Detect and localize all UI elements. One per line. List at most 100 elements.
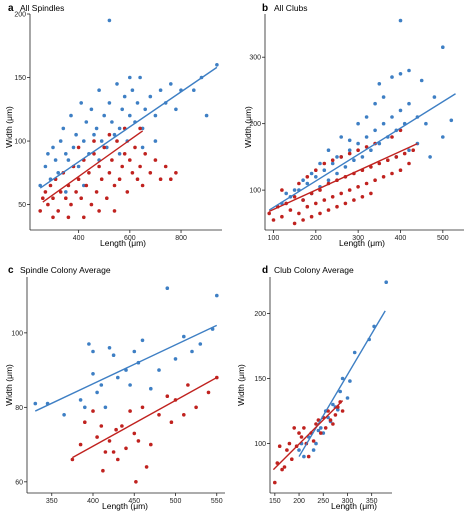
panel-a-red-point — [138, 126, 142, 131]
panel-d-red-point — [306, 454, 311, 459]
panel-c-blue-point — [173, 357, 178, 361]
panel-a-blue-point — [192, 88, 196, 92]
panel-b-red-point — [364, 181, 369, 186]
panel-c-y-tick-label: 80 — [15, 405, 23, 412]
panel-b-blue-point — [419, 78, 424, 83]
panel-d-red-fit-line — [272, 400, 344, 471]
panel-a-xlabel: Length (μm) — [100, 238, 146, 248]
panel-b-red-point — [330, 195, 335, 199]
panel-c-x-tick-label: 550 — [211, 498, 223, 505]
panel-b-blue-point — [373, 101, 377, 106]
panel-d-red-point — [297, 431, 301, 435]
panel-a-blue-point — [61, 126, 66, 131]
panel-a-blue-point — [53, 158, 58, 162]
panel-d-red-point — [302, 426, 306, 430]
panel-a-blue-point — [38, 183, 42, 188]
panel-a-red-point — [174, 171, 178, 175]
panel-c-blue-fit-line — [34, 324, 218, 412]
panel-b-blue-point — [398, 72, 403, 76]
panel-c-red-fit-line — [72, 376, 218, 459]
panel-d-red-point — [287, 441, 292, 446]
panel-c-red-point — [132, 431, 137, 436]
panel-a-red-point — [97, 164, 101, 169]
panel-b-red-point — [280, 188, 284, 192]
panel-a-blue-point — [130, 88, 135, 92]
panel-a-blue-point — [92, 132, 96, 137]
panel-d-title: Club Colony Average — [274, 265, 354, 275]
panel-a-red-point — [115, 139, 119, 143]
panel-b-blue-point — [347, 138, 352, 143]
panel-a-red-point — [107, 171, 112, 175]
panel-d-blue-point — [348, 379, 352, 383]
panel-b-blue-point — [398, 108, 403, 113]
panel-b-red-point — [390, 171, 394, 176]
panel-d-blue-fit-line — [298, 310, 386, 457]
panel-c-blue-point — [78, 398, 83, 402]
panel-b-red-point — [352, 198, 356, 202]
panel-d-x-tick-label: 300 — [342, 498, 354, 505]
panel-a-red-point — [153, 158, 158, 162]
panel-a-red-point — [51, 196, 55, 200]
panel-b-red-point — [322, 198, 327, 202]
panel-a-x-tick-label: 800 — [175, 235, 187, 242]
panel-c-blue-point — [62, 413, 66, 417]
panel-a-red-point — [99, 177, 104, 181]
panel-a-blue-point — [97, 88, 101, 92]
panel-b-red-point — [309, 214, 314, 219]
panel-c-red-point — [140, 405, 145, 410]
panel-d-red-point — [280, 467, 284, 472]
panel-b-blue-point — [326, 148, 331, 152]
panel-a-red-point — [125, 190, 130, 194]
panel-b-red-point — [280, 214, 284, 219]
panel-d-red-point — [331, 422, 335, 426]
panel-d-x-tick-label: 200 — [293, 498, 305, 505]
panel-a-red-point — [130, 171, 135, 175]
panel-a-red-point — [43, 190, 48, 194]
panel-d-blue-point — [319, 426, 323, 430]
panel-b-blue-point — [309, 171, 314, 176]
panel-a-blue-point — [102, 113, 106, 118]
panel-d-red-point — [290, 457, 294, 462]
panel-d-blue-point — [336, 407, 340, 412]
panel-b-red-point — [347, 151, 352, 156]
panel-a-blue-point — [128, 113, 132, 118]
panel-a-red-point — [58, 190, 63, 194]
panel-b-blue-point — [441, 135, 445, 139]
panel-a-x-tick-label: 600 — [124, 235, 136, 242]
panel-b-blue-point — [390, 75, 394, 79]
panel-a-red-point — [51, 215, 55, 220]
panel-b-y-tick-label: 200 — [249, 121, 261, 128]
panel-a-red-point — [92, 152, 96, 156]
panel-d-ylabel: Width (μm) — [236, 364, 246, 406]
panel-a-red-point — [64, 196, 68, 200]
panel-d-red-point — [340, 409, 345, 413]
panel-d-red-point — [314, 422, 318, 426]
panel-a-ylabel: Width (μm) — [4, 106, 14, 148]
panel-b-red-point — [390, 135, 394, 139]
panel-b-red-point — [373, 178, 377, 182]
panel-b-title: All Clubs — [274, 3, 308, 13]
panel-a-red-point — [97, 209, 101, 213]
panel-a-blue-point — [115, 82, 119, 86]
panel-b-blue-point — [347, 148, 352, 152]
panel-b-blue-point — [339, 135, 344, 139]
panel-b-blue-point — [292, 188, 297, 192]
panel-b-blue-point — [360, 155, 365, 159]
panel-a-blue-point — [117, 152, 122, 156]
panel-a-red-point — [112, 209, 117, 213]
panel-c-blue-point — [128, 383, 132, 387]
panel-a-blue-point — [153, 139, 158, 143]
panel-b-blue-point — [381, 121, 386, 126]
panel-b-red-point — [398, 168, 403, 172]
panel-c-red-point — [124, 446, 128, 451]
panel-d-x-tick-label: 250 — [317, 498, 329, 505]
panel-a-blue-point — [204, 113, 209, 118]
panel-a-red-point — [38, 209, 42, 213]
panel-a-blue-point — [120, 107, 124, 112]
panel-c-y-tick-label: 100 — [11, 330, 23, 337]
panel-a-blue-point — [76, 164, 81, 169]
panel-c-red-point — [78, 442, 83, 447]
panel-b-blue-point — [364, 135, 369, 139]
panel-a-red-point — [107, 132, 112, 137]
